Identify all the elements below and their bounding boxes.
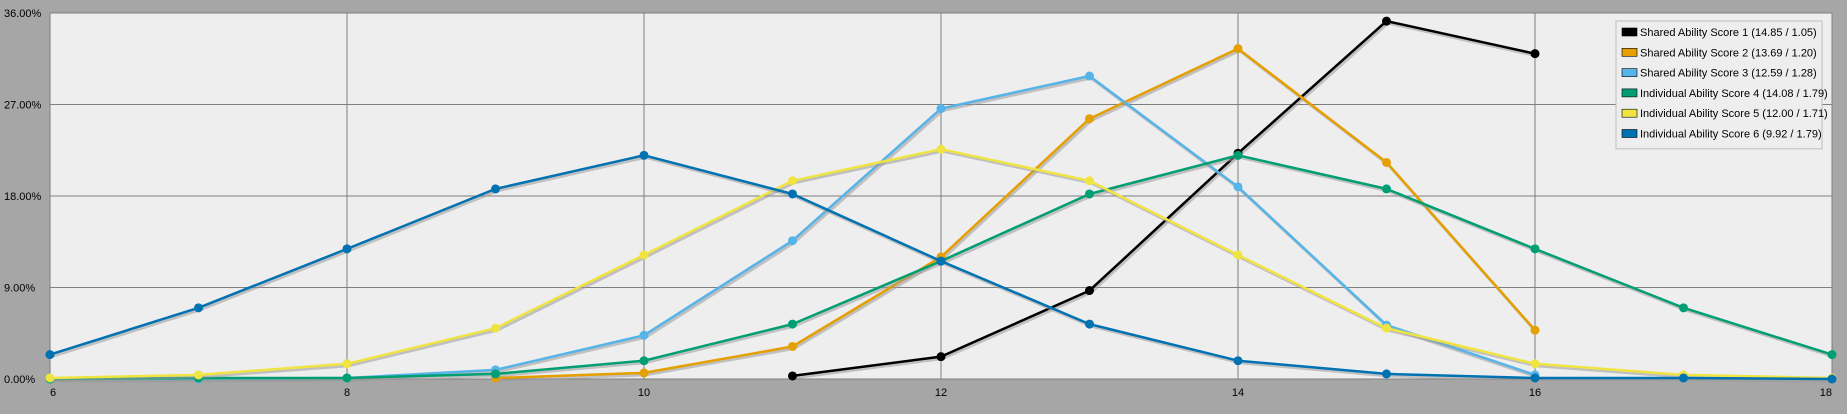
legend-swatch <box>1621 27 1638 37</box>
data-point <box>1530 244 1540 254</box>
data-point <box>788 319 797 329</box>
legend-label: Shared Ability Score 1 (14.85 / 1.05) <box>1640 27 1817 39</box>
data-point <box>491 369 500 379</box>
data-point <box>1085 319 1094 329</box>
legend-item: Shared Ability Score 2 (13.69 / 1.20) <box>1621 47 1817 59</box>
y-tick-label: 18.00% <box>4 191 42 203</box>
legend-label: Individual Ability Score 6 (9.92 / 1.79) <box>1640 129 1822 141</box>
data-point <box>194 303 203 313</box>
series-1 <box>788 16 1540 381</box>
legend-label: Shared Ability Score 3 (12.59 / 1.28) <box>1640 68 1817 80</box>
y-axis-tick-labels: 0.00% 9.00% 18.00% 27.00% 36.00% <box>4 8 42 386</box>
data-point <box>639 356 649 366</box>
legend-swatch <box>1621 47 1638 57</box>
data-point <box>1382 369 1391 379</box>
data-point <box>1085 114 1094 124</box>
data-point <box>788 176 797 186</box>
data-point <box>1233 250 1243 260</box>
legend-label: Shared Ability Score 2 (13.69 / 1.20) <box>1640 47 1817 59</box>
data-point <box>936 352 946 362</box>
legend-item: Individual Ability Score 5 (12.00 / 1.71… <box>1621 108 1828 120</box>
data-point <box>491 323 500 333</box>
legend-box <box>1615 20 1823 150</box>
data-point <box>936 144 946 154</box>
series-line-shadow <box>793 21 1537 380</box>
data-point <box>639 150 649 160</box>
data-point <box>1679 373 1688 383</box>
legend: Shared Ability Score 1 (14.85 / 1.05) Sha… <box>1615 20 1828 150</box>
data-point <box>1827 350 1837 360</box>
series-2 <box>491 44 1540 383</box>
data-point <box>1530 49 1540 59</box>
x-tick-label: 6 <box>50 387 56 399</box>
legend-swatch <box>1621 68 1638 77</box>
data-point <box>639 330 649 340</box>
data-point <box>1382 16 1391 26</box>
data-point <box>1085 286 1094 296</box>
data-point <box>342 244 352 254</box>
x-tick-label: 12 <box>935 387 947 399</box>
data-point <box>342 359 352 369</box>
data-point <box>1530 359 1540 369</box>
series-line <box>495 47 1536 380</box>
data-point <box>1679 303 1688 313</box>
x-tick-label: 10 <box>638 387 650 399</box>
data-point <box>1085 71 1094 81</box>
data-point <box>788 371 797 381</box>
x-tick-label: 16 <box>1529 387 1541 399</box>
data-point <box>1233 356 1243 366</box>
data-point <box>1382 323 1391 333</box>
data-point <box>788 189 797 199</box>
data-point <box>1233 44 1243 54</box>
data-point <box>1382 157 1391 167</box>
x-axis-tick-labels: 6 8 10 12 14 16 18 <box>50 387 1832 399</box>
data-point <box>788 236 797 246</box>
data-point <box>1233 150 1243 160</box>
legend-swatch <box>1621 88 1638 98</box>
data-point <box>639 368 649 378</box>
data-point <box>788 341 797 351</box>
data-point <box>45 350 55 360</box>
data-point <box>342 373 352 383</box>
data-point <box>1085 189 1094 199</box>
y-tick-label: 36.00% <box>4 8 42 20</box>
data-point <box>936 104 946 114</box>
x-tick-label: 8 <box>344 387 350 399</box>
data-point <box>1530 325 1540 335</box>
legend-item: Individual Ability Score 6 (9.92 / 1.79) <box>1621 129 1822 141</box>
data-point <box>1827 374 1837 384</box>
data-point <box>1530 373 1540 383</box>
data-point <box>45 373 55 383</box>
x-tick-label: 14 <box>1232 387 1244 399</box>
series-group <box>45 16 1837 384</box>
series-6 <box>45 150 1837 384</box>
data-point <box>936 256 946 266</box>
data-point <box>1382 184 1391 194</box>
legend-swatch <box>1621 108 1638 118</box>
legend-swatch <box>1621 129 1638 138</box>
data-point <box>639 250 649 260</box>
y-tick-label: 9.00% <box>4 283 35 295</box>
x-tick-label: 18 <box>1820 387 1832 399</box>
y-tick-label: 27.00% <box>4 100 42 112</box>
legend-label: Individual Ability Score 4 (14.08 / 1.79… <box>1640 88 1828 100</box>
y-tick-label: 0.00% <box>4 374 35 386</box>
data-point <box>194 370 203 380</box>
series-line <box>792 19 1536 378</box>
data-point <box>1233 182 1243 192</box>
legend-item: Shared Ability Score 1 (14.85 / 1.05) <box>1621 27 1817 39</box>
legend-label: Individual Ability Score 5 (12.00 / 1.71… <box>1640 108 1828 120</box>
legend-item: Shared Ability Score 3 (12.59 / 1.28) <box>1621 68 1817 80</box>
legend-item: Individual Ability Score 4 (14.08 / 1.79… <box>1621 88 1828 100</box>
data-point <box>491 184 500 194</box>
series-5 <box>45 144 1837 383</box>
data-point <box>1085 176 1094 186</box>
